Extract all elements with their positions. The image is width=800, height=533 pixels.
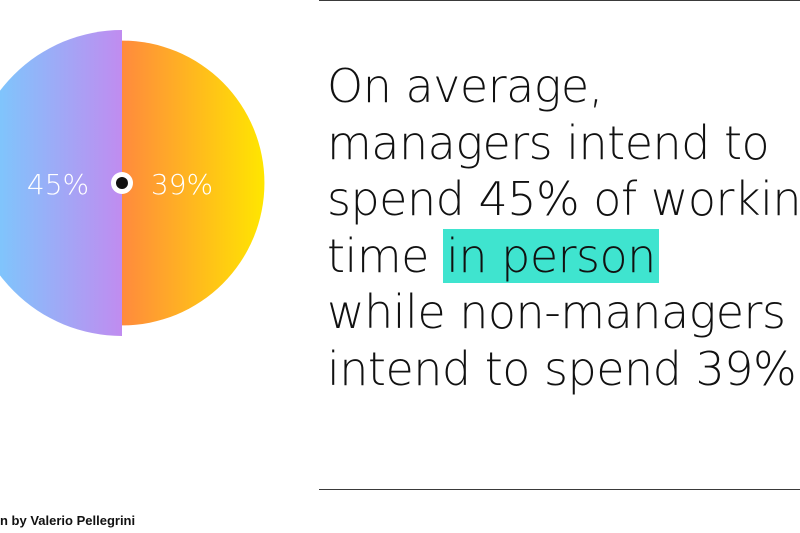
- top-divider: [319, 0, 800, 1]
- managers-half: [0, 30, 122, 336]
- headline-line-4: time in person: [327, 228, 800, 285]
- non-managers-value-label: 39%: [151, 168, 213, 201]
- author-credit: n by Valerio Pellegrini: [0, 513, 136, 528]
- headline-line-5: while non-managers: [327, 285, 786, 339]
- highlighted-in-person: in person: [443, 228, 659, 283]
- center-dot-inner: [116, 177, 128, 189]
- bottom-divider: [319, 489, 800, 490]
- headline-line-4-prefix: time: [327, 228, 444, 283]
- headline-line-6: intend to spend 39%: [327, 341, 797, 396]
- headline-text: On average, managers intend to spend 45%…: [327, 58, 800, 397]
- headline-line-1: On average,: [327, 59, 603, 113]
- half-pie-chart: 45% 39%: [0, 30, 265, 336]
- headline-line-3: spend 45% of workin: [327, 172, 800, 226]
- headline-line-2: managers intend to: [327, 115, 770, 170]
- non-managers-half: [122, 40, 265, 326]
- managers-value-label: 45%: [27, 168, 89, 201]
